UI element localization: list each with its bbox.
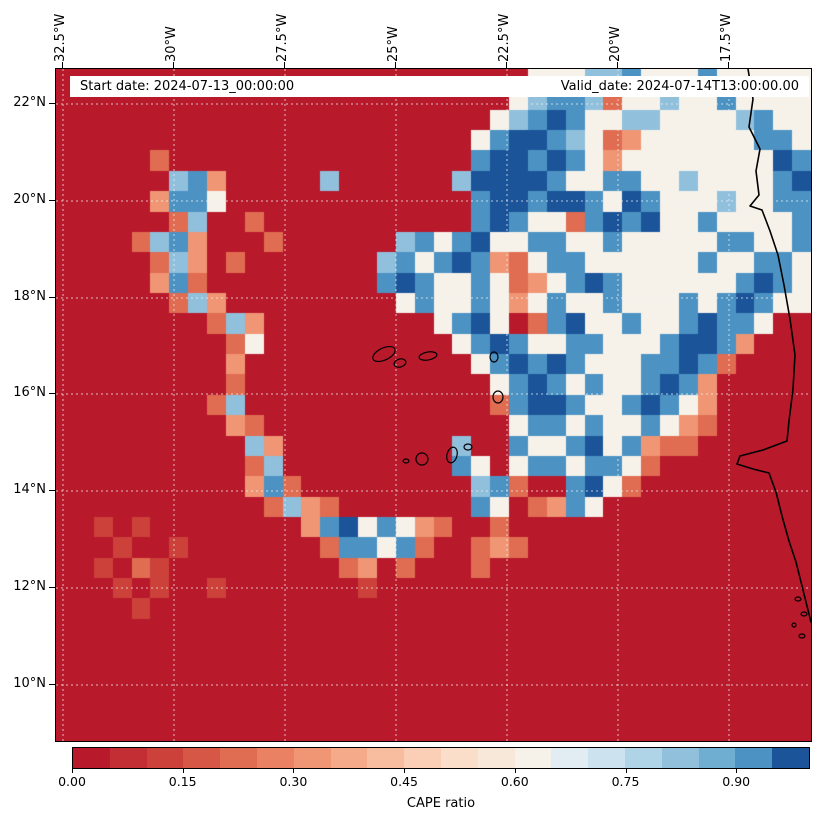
lat-tick-label: 10°N <box>13 676 46 691</box>
colorbar-segment <box>772 748 809 768</box>
lon-tick-label: 22.5°W <box>497 13 512 62</box>
colorbar-tick-mark <box>736 769 738 773</box>
colorbar-segment <box>588 748 625 768</box>
lat-tick-label: 22°N <box>13 95 46 110</box>
lon-tick-label: 30°W <box>164 26 179 62</box>
colorbar-tick-mark <box>514 769 516 773</box>
colorbar-segment <box>220 748 257 768</box>
lon-tick-label: 27.5°W <box>275 13 290 62</box>
colorbar-tick-label: 0.30 <box>279 774 308 789</box>
lon-tick-mark <box>395 62 396 68</box>
colorbar-tick-label: 0.45 <box>390 774 419 789</box>
colorbar-tick-label: 0.90 <box>722 774 751 789</box>
colorbar-segment <box>661 748 699 768</box>
lon-tick-mark <box>284 62 285 68</box>
start-date-annotation: Start date: 2024-07-13_00:00:00 <box>80 79 295 94</box>
colorbar-segment <box>514 748 552 768</box>
colorbar-segment <box>735 748 773 768</box>
colorbar-segment <box>477 748 515 768</box>
colorbar-segment <box>183 748 221 768</box>
lon-tick-mark <box>173 62 174 68</box>
lat-tick-label: 14°N <box>13 482 46 497</box>
colorbar-segment <box>624 748 662 768</box>
title-strip: Start date: 2024-07-13_00:00:00 Valid_da… <box>70 76 809 97</box>
lon-tick-mark <box>617 62 618 68</box>
colorbar-segment <box>73 748 110 768</box>
lat-tick-mark <box>49 393 55 394</box>
colorbar-segment <box>698 748 736 768</box>
colorbar <box>72 747 810 769</box>
colorbar-label: CAPE ratio <box>406 796 476 811</box>
colorbar-segment <box>293 748 331 768</box>
lat-tick-mark <box>49 587 55 588</box>
lat-tick-mark <box>49 200 55 201</box>
valid-date-annotation: Valid_date: 2024-07-14T13:00:00.00 <box>560 79 799 94</box>
lat-tick-label: 16°N <box>13 385 46 400</box>
lat-tick-label: 20°N <box>13 192 46 207</box>
lon-tick-label: 32.5°W <box>53 13 68 62</box>
colorbar-segment <box>256 748 294 768</box>
colorbar-tick-mark <box>625 769 627 773</box>
colorbar-tick-mark <box>404 769 406 773</box>
colorbar-tick-mark <box>293 769 295 773</box>
lat-tick-mark <box>49 297 55 298</box>
colorbar-segment <box>330 748 368 768</box>
lon-tick-mark <box>728 62 729 68</box>
lat-tick-mark <box>49 103 55 104</box>
colorbar-tick-label: 0.60 <box>500 774 529 789</box>
lat-tick-label: 12°N <box>13 579 46 594</box>
colorbar-tick-label: 0.15 <box>168 774 197 789</box>
lon-tick-mark <box>506 62 507 68</box>
map-plot: Start date: 2024-07-13_00:00:00 Valid_da… <box>55 68 812 742</box>
colorbar-tick-label: 0.00 <box>58 774 86 789</box>
lat-tick-label: 18°N <box>13 289 46 304</box>
lat-tick-mark <box>49 490 55 491</box>
lon-tick-mark <box>62 62 63 68</box>
colorbar-segment <box>109 748 147 768</box>
lat-tick-mark <box>49 684 55 685</box>
colorbar-segment <box>551 748 589 768</box>
colorbar-tick-mark <box>72 769 73 773</box>
colorbar-segment <box>404 748 441 768</box>
colorbar-tick-label: 0.75 <box>611 774 640 789</box>
colorbar-segment <box>367 748 405 768</box>
lon-tick-label: 25°W <box>386 26 401 62</box>
colorbar-tick-mark <box>182 769 184 773</box>
lon-tick-label: 20°W <box>608 26 623 62</box>
colorbar-segment <box>440 748 478 768</box>
lon-tick-label: 17.5°W <box>719 13 734 62</box>
colorbar-segment <box>146 748 184 768</box>
raster-canvas <box>56 69 811 741</box>
